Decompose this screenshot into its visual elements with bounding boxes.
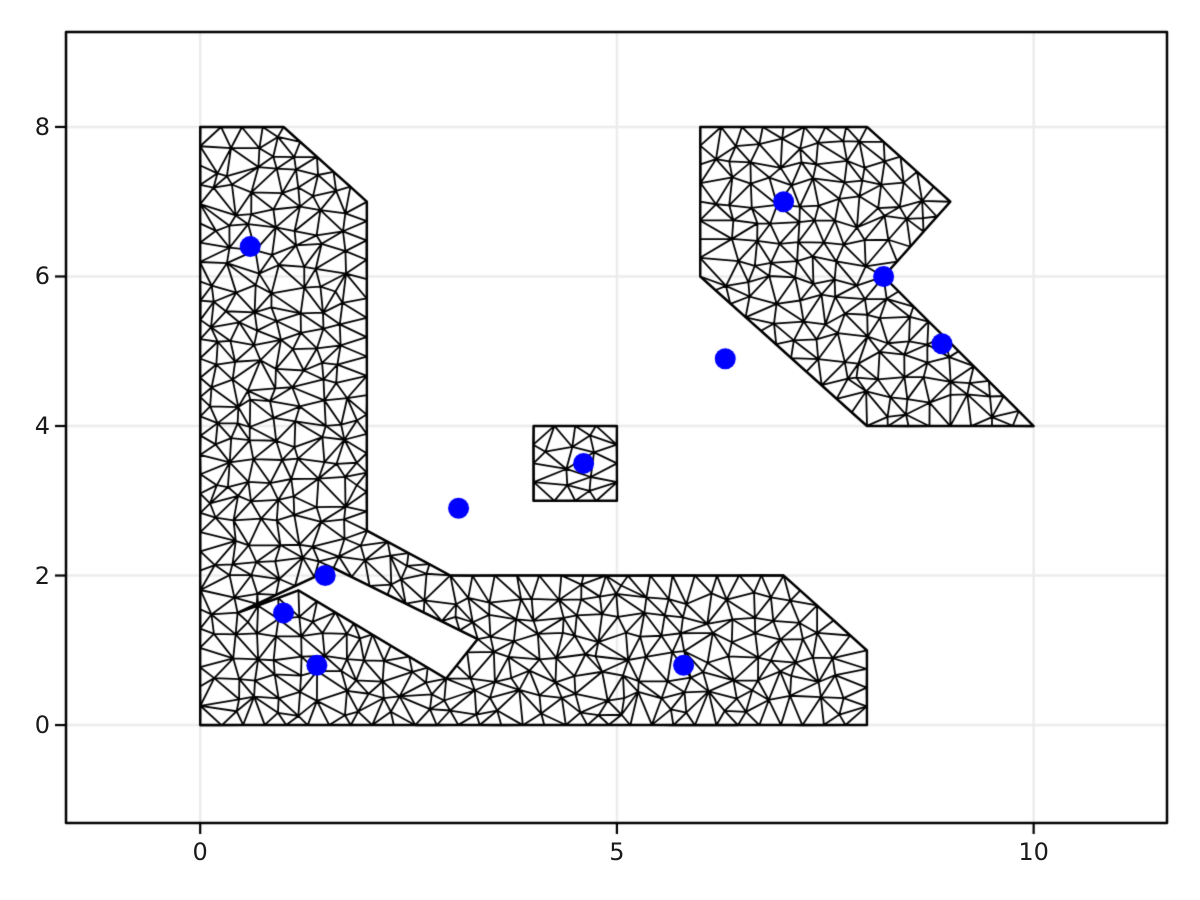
x-tick-label: 0 <box>192 838 208 866</box>
y-tick-label: 8 <box>34 112 50 141</box>
y-tick-label: 6 <box>34 262 50 291</box>
y-tick-label: 0 <box>34 711 50 740</box>
y-tick-label: 4 <box>34 412 50 440</box>
x-tick-label: 10 <box>1018 838 1049 866</box>
y-tick-label: 2 <box>34 561 50 590</box>
x-tick-label: 5 <box>609 838 625 866</box>
